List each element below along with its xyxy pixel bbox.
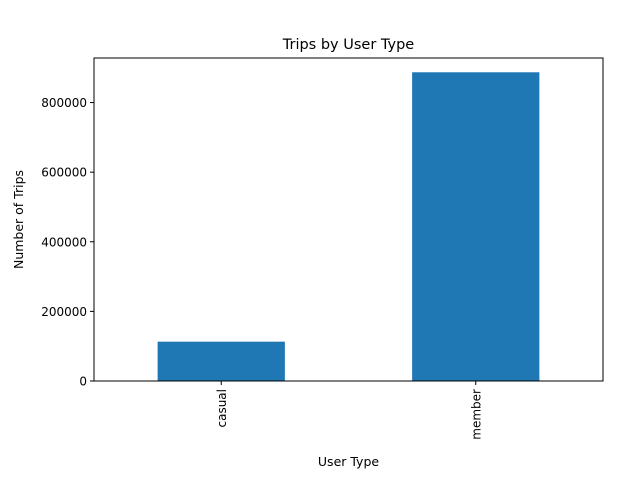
x-axis-ticks: casual member (215, 381, 483, 440)
plot-frame (93, 57, 604, 382)
y-tick-label: 800000 (41, 96, 87, 110)
y-tick-label: 400000 (41, 235, 87, 249)
y-axis-ticks: 0 200000 400000 600000 800000 (41, 96, 94, 389)
chart-title: Trips by User Type (282, 37, 415, 53)
x-axis-label: User Type (318, 454, 379, 469)
y-tick-label: 0 (79, 375, 87, 389)
y-tick-label: 200000 (41, 305, 87, 319)
x-tick-label-member: member (469, 389, 483, 440)
bar-casual (157, 341, 285, 381)
bar-member (412, 72, 540, 381)
x-tick-label-casual: casual (215, 389, 229, 428)
y-tick-label: 600000 (41, 166, 87, 180)
y-axis-label: Number of Trips (11, 170, 26, 269)
bars-layer (157, 72, 540, 381)
